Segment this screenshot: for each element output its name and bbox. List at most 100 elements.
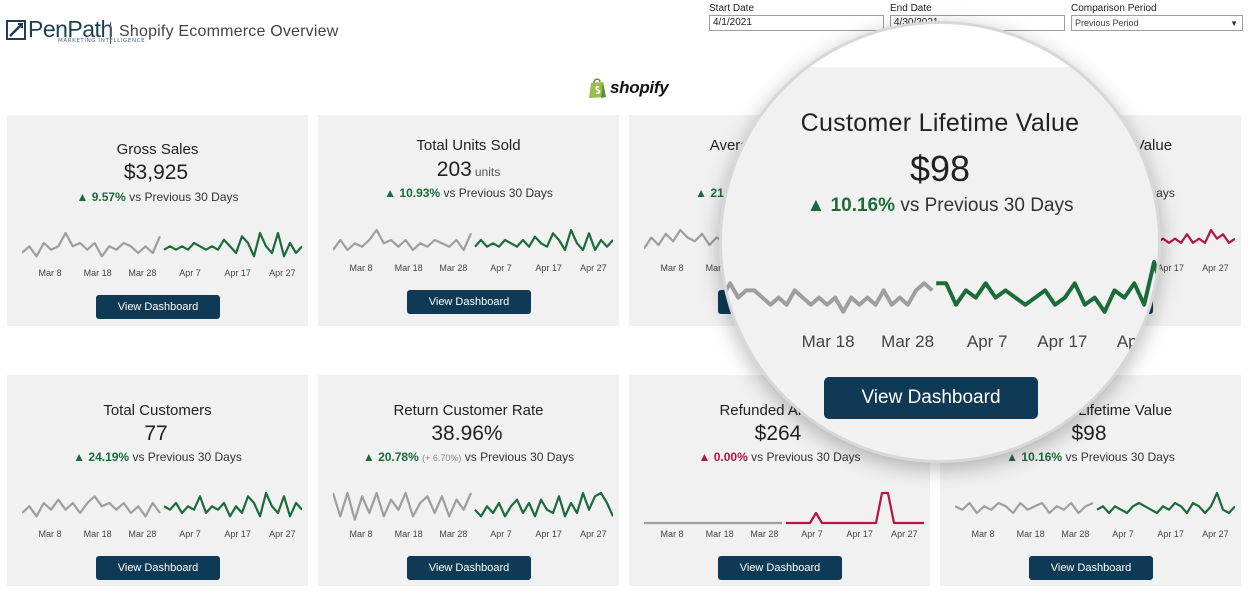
change-arrow-icon: ▲ [695,186,708,200]
axis-tick-label: Apr 27 [891,529,918,539]
magnified-axis-tick-label: Apr 27 [1116,332,1158,351]
card-change: ▲ 10.16% vs Previous 30 Days [940,450,1241,464]
card-value: 203 units [318,158,619,182]
comparison-text: vs Previous 30 Days [132,450,242,464]
view-dashboard-button[interactable]: View Dashboard [96,295,220,319]
previous-period-line [333,491,473,521]
axis-tick-label: Mar 18 [705,529,734,539]
magnified-axis-tick-label: Mar 28 [881,332,935,351]
previous-period-line [22,231,162,258]
magnified-axis-tick-label: Mar 8 [722,332,726,352]
view-dashboard-button[interactable]: View Dashboard [718,556,842,580]
axis-tick-label: Mar 8 [660,263,684,273]
axis-tick-label: Mar 8 [971,529,995,539]
kpi-card-return-customer-rate: Return Customer Rate 38.96% ▲ 20.78% (+ … [318,375,619,586]
axis-tick-label: Mar 18 [83,268,112,278]
axis-tick-label: Apr 7 [490,529,512,539]
magnified-sparkline [722,260,1158,314]
card-value-number: 38.96% [431,422,503,445]
change-arrow-icon: ▲ [1006,450,1019,464]
penpath-logo-icon [6,20,26,40]
magnified-axis-tick-label: Apr 17 [1037,332,1088,351]
change-pct: 10.93% [399,186,441,200]
magnified-axis-tick-label: Mar 18 [801,332,855,351]
card-title: Total Customers [103,402,212,419]
card-value: 77 [7,422,308,446]
magnified-axis-tick-label: Apr 7 [966,332,1008,351]
card-value-number: 203 [436,158,472,181]
start-date-label: Start Date [709,3,755,14]
previous-period-line [955,501,1094,515]
axis-tick-label: Apr 17 [1157,263,1184,273]
card-sparkline [22,491,302,518]
card-value: 38.96% [318,422,619,446]
axis-tick-label: Mar 28 [750,529,779,539]
axis-tick-label: Mar 8 [38,268,62,278]
previous-period-line [722,281,934,314]
change-pct: 10.16% [1021,450,1063,464]
axis-tick-label: Apr 17 [224,268,251,278]
change-arrow-icon: ▲ [76,190,89,204]
card-sparkline [333,228,613,252]
view-dashboard-button[interactable]: View Dashboard [1029,556,1153,580]
magnified-comparison-text: vs Previous 30 Days [900,195,1074,216]
change-arrow-icon: ▲ [73,450,86,464]
axis-tick-label: Mar 18 [394,263,423,273]
card-value: $264 [629,422,930,446]
card-value-unit: units [474,165,501,179]
card-axis-ticks: Mar 8 Mar 18 Mar 28 Apr 7 Apr 17 Apr 27 [333,529,613,541]
axis-tick-label: Mar 8 [349,529,373,539]
kpi-card-gross-sales: Gross Sales $3,925 ▲ 9.57% vs Previous 3… [7,115,308,326]
card-sparkline [955,491,1235,515]
header-divider [110,22,111,44]
comparison-text: vs Previous 30 Days [1065,450,1175,464]
card-value-number: $264 [754,422,802,445]
comparison-period-value: Previous Period [1075,18,1139,28]
magnified-card-title: Customer Lifetime Value [800,109,1080,137]
axis-tick-label: Apr 27 [580,529,607,539]
axis-tick-label: Mar 8 [349,263,373,273]
axis-tick-label: Apr 17 [535,263,562,273]
comparison-text: vs Previous 30 Days [443,186,553,200]
card-axis-ticks: Mar 8 Mar 18 Mar 28 Apr 7 Apr 17 Apr 27 [644,529,924,541]
magnified-change-pct: 10.16% [830,195,896,216]
previous-period-line [333,228,473,252]
previous-period-line [22,495,161,518]
view-dashboard-button[interactable]: View Dashboard [96,556,220,580]
kpi-card-customer-lifetime-value: Customer Lifetime Value $98 ▲ 10.16% vs … [940,375,1241,586]
axis-tick-label: Mar 28 [439,529,468,539]
axis-tick-label: Mar 18 [83,529,112,539]
axis-tick-label: Apr 7 [179,529,201,539]
axis-tick-label: Mar 28 [439,263,468,273]
magnified-card-change: ▲ 10.16% vs Previous 30 Days [722,195,1158,217]
card-value-number: $98 [1071,422,1107,445]
chevron-down-icon: ▼ [1230,19,1238,28]
current-period-line [474,228,613,252]
current-period-line [936,260,1158,314]
axis-tick-label: Apr 17 [1157,529,1184,539]
axis-tick-label: Apr 27 [269,529,296,539]
axis-tick-label: Apr 17 [224,529,251,539]
axis-tick-label: Apr 17 [535,529,562,539]
current-period-line [163,231,302,258]
view-dashboard-button[interactable]: View Dashboard [407,556,531,580]
axis-tick-label: Apr 7 [801,529,823,539]
change-arrow-icon: ▲ [362,450,375,464]
comparison-text: vs Previous 30 Days [751,450,861,464]
card-change: ▲ 10.93% vs Previous 30 Days [318,186,619,200]
magnified-view-dashboard-button[interactable]: View Dashboard [824,377,1038,419]
axis-tick-label: Mar 18 [394,529,423,539]
page-title: Shopify Ecommerce Overview [119,23,339,40]
shopify-bag-icon [589,78,606,98]
card-change: ▲ 20.78% (+ 6.70%) vs Previous 30 Days [318,450,619,464]
card-sparkline [333,491,613,521]
card-value-number: 77 [144,422,168,445]
magnifier-zoom: Customer Lifetime Value $98 ▲ 10.16% vs … [719,21,1161,463]
kpi-card-total-customers: Total Customers 77 ▲ 24.19% vs Previous … [7,375,308,586]
card-change: ▲ 0.00% vs Previous 30 Days [629,450,930,464]
axis-tick-label: Apr 27 [269,268,296,278]
axis-tick-label: Mar 28 [128,268,157,278]
current-period-line [786,491,924,525]
view-dashboard-button[interactable]: View Dashboard [407,290,531,314]
magnified-card-value: $98 [909,148,971,189]
